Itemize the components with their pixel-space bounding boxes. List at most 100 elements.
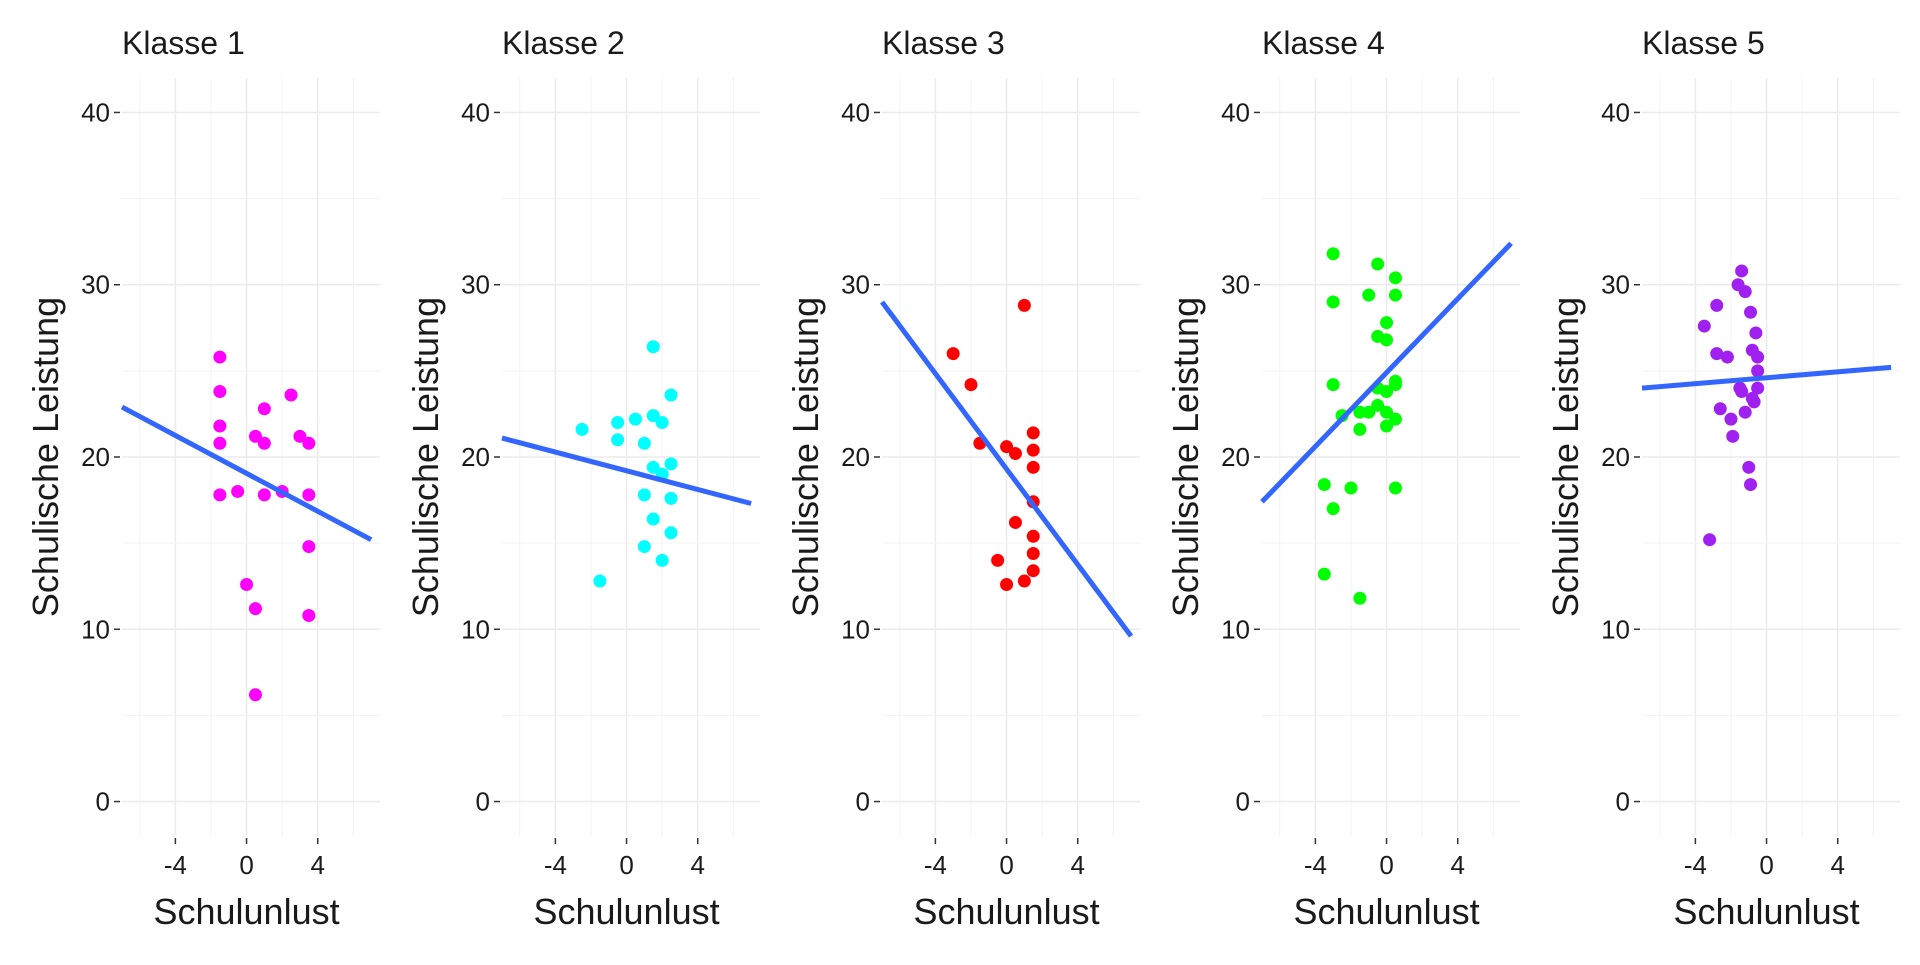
x-tick-label: 0 [999, 850, 1013, 880]
data-point [213, 350, 227, 364]
data-point [1380, 419, 1394, 433]
data-point [257, 488, 271, 502]
x-tick-label: 0 [619, 850, 633, 880]
data-point [1326, 378, 1340, 392]
data-point [1362, 405, 1376, 419]
y-tick-label: 30 [841, 270, 870, 300]
data-point [1017, 574, 1031, 588]
data-point [655, 416, 669, 430]
x-tick-label: -4 [1304, 850, 1327, 880]
x-tick-label: 4 [690, 850, 704, 880]
data-point [1380, 385, 1394, 399]
data-point [1017, 298, 1031, 312]
data-point [1388, 288, 1402, 302]
data-point [1026, 426, 1040, 440]
data-point [1703, 533, 1717, 547]
data-point [293, 429, 307, 443]
data-point [646, 340, 660, 354]
data-point [646, 409, 660, 423]
x-tick-label: -4 [544, 850, 567, 880]
y-tick-label: 30 [1221, 270, 1250, 300]
data-point [1738, 285, 1752, 299]
y-tick-label: 40 [1221, 97, 1250, 127]
data-point [213, 488, 227, 502]
data-point [231, 484, 245, 498]
data-point [1744, 478, 1758, 492]
data-point [1371, 398, 1385, 412]
data-point [637, 540, 651, 554]
data-point [1720, 350, 1734, 364]
y-tick-label: 20 [1221, 442, 1250, 472]
data-point [611, 416, 625, 430]
data-point [1710, 298, 1724, 312]
data-point [1353, 405, 1367, 419]
data-point [1751, 364, 1765, 378]
data-point [1353, 591, 1367, 605]
data-point [302, 608, 316, 622]
data-point [240, 577, 254, 591]
data-point [1326, 502, 1340, 516]
data-point [248, 602, 262, 616]
data-point [1724, 412, 1738, 426]
data-point [655, 553, 669, 567]
data-point [1751, 350, 1765, 364]
data-point [257, 436, 271, 450]
x-axis-title: Schulunlust [1673, 891, 1859, 932]
data-point [1738, 405, 1752, 419]
trend-line [501, 435, 752, 506]
data-point [302, 540, 316, 554]
y-axis-title: Schulische Leistung [405, 297, 446, 617]
data-point [664, 388, 678, 402]
y-tick-label: 40 [81, 97, 110, 127]
trend-line [879, 300, 1134, 638]
panel-3: 0 10 20 30 40 -4 0 4 Klasse 3 Schulunlust Schulisc… [785, 25, 1140, 932]
x-axis-title: Schulunlust [533, 891, 719, 932]
data-point [213, 385, 227, 399]
data-point [248, 429, 262, 443]
data-point [1388, 481, 1402, 495]
data-point [1026, 443, 1040, 457]
y-tick-label: 0 [476, 787, 490, 817]
y-tick-label: 20 [81, 442, 110, 472]
data-point [1751, 381, 1765, 395]
data-point [257, 402, 271, 416]
data-point [1353, 422, 1367, 436]
x-tick-label: 0 [239, 850, 253, 880]
trend-line [1641, 364, 1892, 391]
x-tick-label: 4 [1830, 850, 1844, 880]
y-tick-label: 40 [1601, 97, 1630, 127]
data-point [1388, 378, 1402, 392]
panel-title: Klasse 5 [1642, 25, 1765, 61]
data-point [628, 412, 642, 426]
data-point [946, 347, 960, 361]
data-point [213, 436, 227, 450]
data-point [991, 553, 1005, 567]
data-point [1026, 564, 1040, 578]
y-tick-label: 10 [1221, 614, 1250, 644]
y-tick-label: 20 [461, 442, 490, 472]
data-point [1317, 567, 1331, 581]
x-axis-title: Schulunlust [913, 891, 1099, 932]
y-tick-label: 0 [856, 787, 870, 817]
panel-5: 0 10 20 30 40 -4 0 4 Klasse 5 Schulunlust Schulisc… [1545, 25, 1900, 932]
data-point [1000, 440, 1014, 454]
data-point [248, 688, 262, 702]
y-axis-title: Schulische Leistung [25, 297, 66, 617]
data-point [1380, 316, 1394, 330]
data-point [284, 388, 298, 402]
y-tick-label: 0 [1616, 787, 1630, 817]
data-point [1710, 347, 1724, 361]
x-tick-label: -4 [164, 850, 187, 880]
data-point [1388, 412, 1402, 426]
y-tick-label: 10 [841, 614, 870, 644]
data-point [1726, 429, 1740, 443]
y-tick-label: 10 [461, 614, 490, 644]
y-tick-label: 40 [461, 97, 490, 127]
x-axis-title: Schulunlust [153, 891, 339, 932]
data-point [1371, 257, 1385, 271]
panel-2: 0 10 20 30 40 -4 0 4 Klasse 2 Schulunlust Schulisc… [405, 25, 760, 932]
data-point [1697, 319, 1711, 333]
data-point [1317, 478, 1331, 492]
data-point [1747, 395, 1761, 409]
